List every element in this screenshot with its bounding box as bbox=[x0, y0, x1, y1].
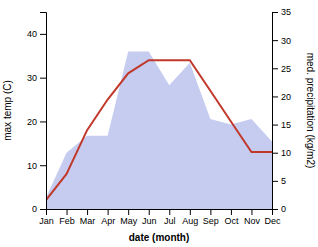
y-axis: 0 10 20 30 40 bbox=[27, 13, 47, 215]
line bbox=[46, 60, 272, 200]
tick-mark bbox=[169, 209, 170, 215]
tick-mark bbox=[231, 209, 232, 215]
tick-mark bbox=[272, 12, 278, 13]
tick-label: Feb bbox=[59, 216, 75, 226]
tick: 10 bbox=[272, 148, 291, 158]
tick: Jul bbox=[164, 209, 176, 226]
tick-mark bbox=[272, 40, 278, 41]
tick-label: Jun bbox=[142, 216, 157, 226]
tick-label: Aug bbox=[182, 216, 198, 226]
plot: JanFebMarAprMayJunJulAugSepOctNovDec0102… bbox=[27, 7, 291, 226]
tick-mark bbox=[272, 153, 278, 154]
tick: 20 bbox=[27, 117, 46, 127]
tick-label: 30 bbox=[281, 36, 291, 46]
y2-axis: 0 5 10 15 20 25 30 35 bbox=[272, 7, 291, 214]
tick-label: Dec bbox=[264, 216, 281, 226]
tick-label: 0 bbox=[32, 204, 37, 214]
tick-label: Sep bbox=[203, 216, 219, 226]
tick-label: 10 bbox=[27, 161, 37, 171]
tick: May bbox=[120, 209, 138, 226]
tick: 35 bbox=[272, 7, 291, 17]
tick-label: 20 bbox=[281, 92, 291, 102]
y2-axis-title: med. precipitation (kg/m2) bbox=[305, 53, 316, 169]
y-axis-title: max temp (C) bbox=[2, 80, 13, 141]
tick-label: 25 bbox=[281, 64, 291, 74]
tick-mark bbox=[87, 209, 88, 215]
tick-label: Mar bbox=[80, 216, 96, 226]
tick-mark bbox=[40, 34, 46, 35]
x-axis-title: date (month) bbox=[129, 232, 190, 243]
tick-mark bbox=[108, 209, 109, 215]
tick-mark bbox=[190, 209, 191, 215]
tick-mark bbox=[251, 209, 252, 215]
tick-label: 35 bbox=[281, 7, 291, 17]
axis-line bbox=[273, 13, 279, 210]
tick-mark bbox=[40, 121, 46, 122]
tick: 0 bbox=[32, 204, 46, 214]
axis-line bbox=[47, 210, 273, 216]
tick-label: 10 bbox=[281, 148, 291, 158]
tick-mark bbox=[40, 165, 46, 166]
tick-mark bbox=[210, 209, 211, 215]
tick: 30 bbox=[27, 73, 46, 83]
tick-mark bbox=[272, 68, 278, 69]
tick-mark bbox=[128, 209, 129, 215]
tick: Jun bbox=[142, 209, 157, 226]
tick: 25 bbox=[272, 64, 291, 74]
tick-label: 40 bbox=[27, 29, 37, 39]
tick-label: Jan bbox=[39, 216, 54, 226]
tick-label: 15 bbox=[281, 120, 291, 130]
tick: 20 bbox=[272, 92, 291, 102]
axis-line bbox=[40, 13, 47, 210]
x-axis: Jan Feb Mar Apr May Jun Jul Aug Sep Oct NovDec bbox=[39, 209, 281, 226]
tick: Apr bbox=[101, 209, 115, 226]
tick-mark bbox=[67, 209, 68, 215]
tick-mark bbox=[40, 78, 46, 79]
area bbox=[46, 51, 272, 209]
tick-label: Apr bbox=[101, 216, 115, 226]
tick: Mar bbox=[80, 209, 96, 226]
tick: 0 bbox=[272, 204, 286, 214]
tick: 5 bbox=[272, 176, 286, 186]
tick: 15 bbox=[272, 120, 291, 130]
tick: Nov bbox=[244, 209, 261, 226]
tick: Dec bbox=[264, 209, 281, 226]
tick-mark bbox=[272, 181, 278, 182]
tick: Jan bbox=[39, 209, 54, 226]
tick-label: May bbox=[120, 216, 138, 226]
tick: Aug bbox=[182, 209, 198, 226]
tick: 40 bbox=[27, 29, 46, 39]
tick: 30 bbox=[272, 36, 291, 46]
tick-label: Nov bbox=[244, 216, 261, 226]
tick-mark bbox=[272, 125, 278, 126]
tick-label: 0 bbox=[281, 204, 286, 214]
tick-label: Jul bbox=[164, 216, 176, 226]
tick: Sep bbox=[203, 209, 219, 226]
tick: Oct bbox=[224, 209, 239, 226]
tick-label: 30 bbox=[27, 73, 37, 83]
tick-label: 5 bbox=[281, 176, 286, 186]
tick-label: Oct bbox=[224, 216, 239, 226]
tick: Feb bbox=[59, 209, 75, 226]
tick-mark bbox=[149, 209, 150, 215]
tick-mark bbox=[40, 209, 46, 210]
tick: 10 bbox=[27, 161, 46, 171]
chart: JanFebMarAprMayJunJulAugSepOctNovDec0102… bbox=[0, 0, 318, 247]
tick-mark bbox=[272, 96, 278, 97]
marks bbox=[46, 51, 272, 209]
tick-label: 20 bbox=[27, 117, 37, 127]
tick-mark bbox=[272, 209, 278, 210]
